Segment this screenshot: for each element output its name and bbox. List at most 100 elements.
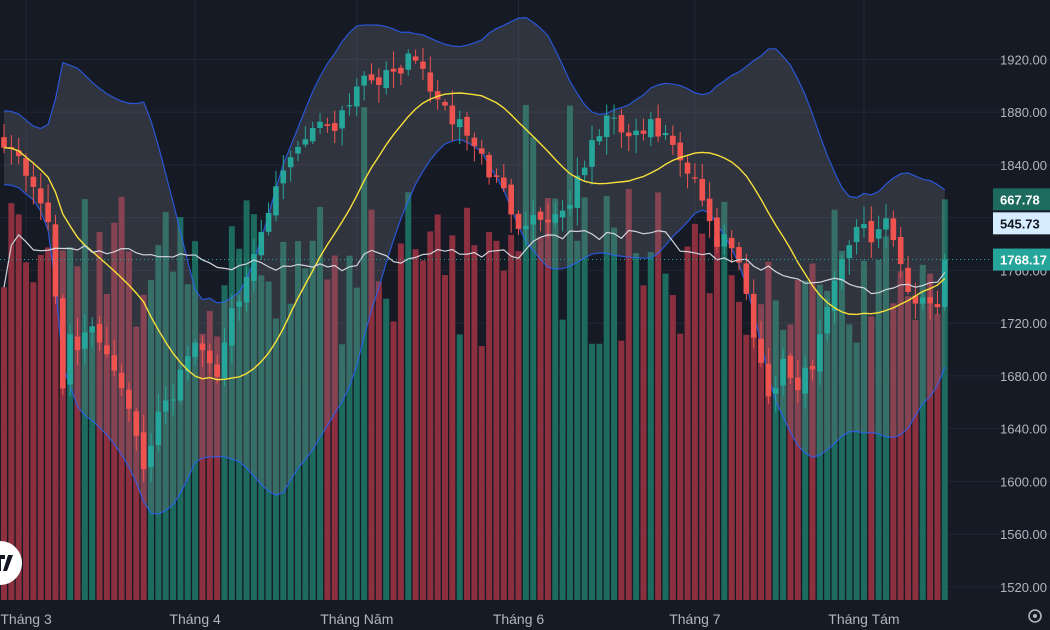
candle-body	[390, 68, 397, 72]
volume-bar	[486, 231, 493, 600]
candle-body	[523, 225, 529, 230]
candle-body	[45, 202, 51, 222]
volume-bar	[177, 216, 184, 600]
volume-bar	[566, 105, 573, 601]
volume-bar	[934, 314, 941, 600]
volume-bar	[853, 342, 860, 600]
candle-body	[640, 130, 647, 134]
candle-body	[633, 130, 639, 136]
candle-body	[912, 295, 919, 304]
volume-bars	[1, 104, 948, 601]
volume-bar	[302, 268, 309, 600]
volume-bar	[691, 223, 698, 600]
volume-bar	[603, 195, 610, 600]
candlesticks	[1, 47, 948, 483]
candle-body	[508, 184, 514, 215]
candle-body	[574, 175, 581, 208]
candle-body	[905, 267, 911, 292]
volume-bar	[67, 247, 74, 600]
volume-bar	[552, 198, 559, 600]
volume-bar	[758, 304, 765, 600]
candle-body	[89, 326, 95, 333]
volume-bar	[206, 310, 213, 600]
volume-bar	[103, 293, 110, 600]
candle-body	[853, 226, 860, 243]
candle-body	[662, 133, 669, 136]
settings-gear-icon[interactable]	[1028, 609, 1042, 623]
bollinger-upper	[3, 16, 946, 304]
volume-bar	[721, 201, 728, 600]
volume-bar	[596, 343, 603, 600]
volume-bar	[118, 196, 125, 601]
candle-body	[265, 212, 272, 232]
candle-body	[148, 445, 154, 468]
volume-bar	[250, 214, 257, 601]
candle-body	[655, 118, 661, 137]
volume-bar	[824, 290, 831, 600]
volume-bar	[559, 319, 566, 600]
candle-body	[317, 121, 323, 128]
volume-bar	[221, 285, 228, 600]
volume-bar	[331, 255, 338, 600]
candle-body	[427, 72, 434, 92]
candle-body	[199, 343, 206, 351]
candle-body	[118, 372, 125, 389]
candle-body	[861, 224, 867, 229]
volume-bar	[625, 188, 632, 601]
volume-bar	[912, 320, 919, 600]
volume-bar	[846, 324, 853, 600]
volume-bar	[361, 107, 368, 600]
volume-bar	[383, 298, 390, 600]
candle-body	[251, 254, 257, 281]
candle-body	[133, 411, 140, 436]
candle-body	[618, 115, 625, 133]
volume-bar	[647, 252, 654, 600]
candle-body	[221, 342, 228, 378]
candle-body	[214, 364, 220, 377]
volume-bar	[434, 214, 441, 600]
candle-body	[96, 323, 103, 343]
candle-body	[839, 259, 845, 281]
price-tick-label: 1880.00	[1000, 105, 1047, 120]
candle-body	[567, 205, 573, 209]
candle-body	[464, 116, 470, 136]
volume-bar	[346, 255, 353, 601]
volume-bar	[412, 249, 419, 600]
candle-body	[648, 119, 654, 138]
candle-body	[795, 377, 801, 390]
volume-bar	[537, 237, 544, 601]
volume-bar	[375, 281, 382, 600]
volume-bar	[214, 336, 221, 600]
candle-body	[434, 91, 441, 100]
candle-body	[354, 86, 360, 107]
overlay-lines	[0, 92, 990, 381]
price-tick-label: 1600.00	[1000, 474, 1047, 489]
candle-body	[677, 142, 683, 161]
volume-label: 667.78	[1000, 192, 1040, 207]
candle-body	[229, 308, 235, 346]
time-tick-label: Tháng 3	[0, 611, 52, 627]
volume-bar	[287, 303, 294, 600]
time-tick-label: Tháng 6	[493, 611, 545, 627]
candle-body	[30, 176, 37, 187]
volume-bar	[787, 324, 794, 600]
volume-bar	[228, 226, 235, 600]
volume-bar	[243, 200, 250, 601]
volume-bar	[838, 250, 845, 600]
volume-bar	[765, 261, 772, 600]
time-axis[interactable]: Tháng 3 Tháng 4 Tháng Năm Tháng 6 Tháng 7 Thá…	[0, 611, 899, 627]
candle-body	[309, 128, 316, 142]
volume-bar	[618, 340, 625, 600]
candle-body	[787, 355, 794, 378]
candle-body	[339, 110, 345, 129]
volume-bar	[500, 270, 507, 600]
candle-body	[559, 210, 566, 218]
tradingview-logo[interactable]	[0, 541, 22, 585]
volume-bar	[515, 251, 522, 600]
candle-body	[486, 154, 492, 178]
candle-body	[361, 75, 367, 86]
volume-bar	[677, 333, 684, 600]
volume-bar	[794, 279, 801, 600]
volume-bar	[750, 335, 757, 600]
